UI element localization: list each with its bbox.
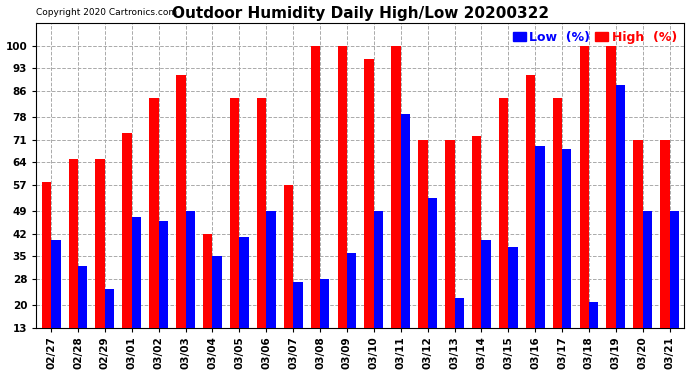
Bar: [418, 140, 428, 370]
Bar: [68, 159, 78, 370]
Bar: [230, 98, 239, 370]
Bar: [526, 75, 535, 370]
Bar: [239, 237, 249, 370]
Bar: [607, 46, 616, 370]
Bar: [159, 220, 168, 370]
Bar: [580, 46, 589, 370]
Bar: [347, 253, 356, 370]
Bar: [472, 136, 482, 370]
Bar: [509, 247, 518, 370]
Bar: [257, 98, 266, 370]
Bar: [105, 289, 115, 370]
Bar: [78, 266, 88, 370]
Bar: [374, 211, 383, 370]
Bar: [660, 140, 670, 370]
Bar: [633, 140, 643, 370]
Title: Outdoor Humidity Daily High/Low 20200322: Outdoor Humidity Daily High/Low 20200322: [172, 6, 549, 21]
Bar: [203, 234, 213, 370]
Bar: [186, 211, 195, 370]
Bar: [122, 133, 132, 370]
Bar: [401, 114, 410, 370]
Bar: [562, 149, 571, 370]
Bar: [482, 240, 491, 370]
Bar: [337, 46, 347, 370]
Bar: [51, 240, 61, 370]
Bar: [643, 211, 652, 370]
Bar: [41, 182, 51, 370]
Bar: [670, 211, 679, 370]
Bar: [213, 256, 222, 370]
Bar: [364, 59, 374, 370]
Text: Copyright 2020 Cartronics.com: Copyright 2020 Cartronics.com: [37, 8, 177, 17]
Bar: [95, 159, 105, 370]
Bar: [266, 211, 276, 370]
Bar: [445, 140, 455, 370]
Legend: Low  (%), High  (%): Low (%), High (%): [512, 29, 678, 45]
Bar: [132, 217, 141, 370]
Bar: [499, 98, 509, 370]
Bar: [553, 98, 562, 370]
Bar: [284, 185, 293, 370]
Bar: [455, 298, 464, 370]
Bar: [616, 85, 625, 370]
Bar: [535, 146, 544, 370]
Bar: [310, 46, 320, 370]
Bar: [589, 302, 598, 370]
Bar: [428, 198, 437, 370]
Bar: [293, 282, 303, 370]
Bar: [391, 46, 401, 370]
Bar: [176, 75, 186, 370]
Bar: [149, 98, 159, 370]
Bar: [320, 279, 329, 370]
